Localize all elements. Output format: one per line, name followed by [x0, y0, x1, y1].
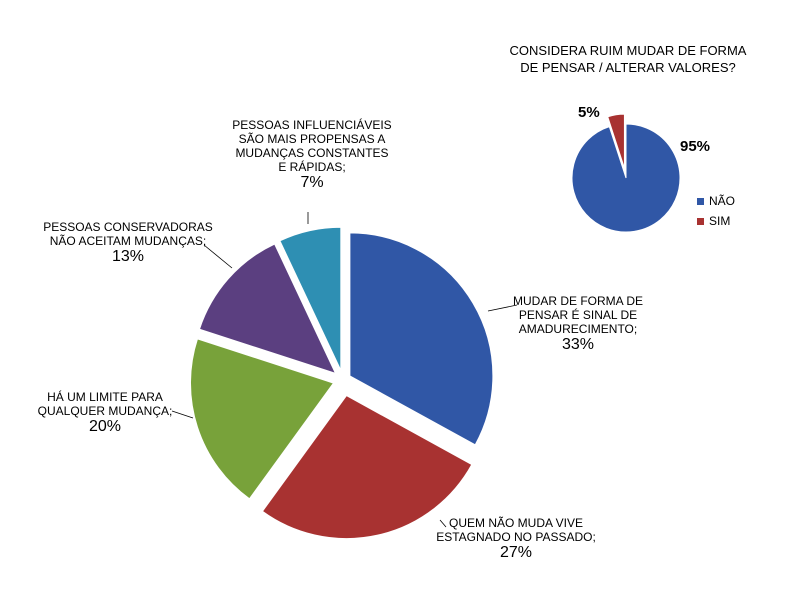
slice-label-estagnado: QUEM NÃO MUDA VIVE ESTAGNADO NO PASSADO;… [436, 516, 596, 561]
small-pie-slice-0 [571, 123, 681, 233]
legend-item-sim: SIM [697, 214, 730, 228]
legend-swatch-nao [697, 197, 704, 205]
small-chart-title: CONSIDERA RUIM MUDAR DE FORMA DE PENSAR … [509, 43, 747, 75]
legend-label-nao: NÃO [709, 194, 736, 208]
main-pie-slice-2 [190, 338, 335, 500]
slice-label-limite: HÁ UM LIMITE PARA QUALQUER MUDANÇA; 20% [37, 390, 173, 435]
slice-label-amadurecimento: MUDAR DE FORMA DE PENSAR É SINAL DE AMAD… [512, 294, 643, 353]
main-pie-slice-0 [349, 232, 494, 446]
slice-label-sim: 5% [578, 104, 600, 121]
small-pie-slice-1 [607, 113, 625, 169]
leader-line-0 [487, 304, 518, 312]
slice-label-conservadoras: PESSOAS CONSERVADORAS NÃO ACEITAM MUDANÇ… [43, 220, 213, 265]
main-pie-slice-3 [198, 243, 337, 375]
legend-label-sim: SIM [709, 214, 731, 228]
main-pie-slice-4 [279, 226, 342, 371]
legend-item-nao: NÃO [697, 194, 735, 208]
leader-line-3 [203, 244, 233, 269]
main-pie-slice-1 [261, 394, 473, 540]
slice-label-nao: 95% [680, 138, 711, 155]
leader-line-2 [171, 410, 194, 419]
slice-label-influenciaveis: PESSOAS INFLUENCIÁVEIS SÃO MAIS PROPENSA… [232, 118, 392, 191]
legend-swatch-sim [697, 217, 704, 225]
leader-line-1 [439, 519, 447, 528]
